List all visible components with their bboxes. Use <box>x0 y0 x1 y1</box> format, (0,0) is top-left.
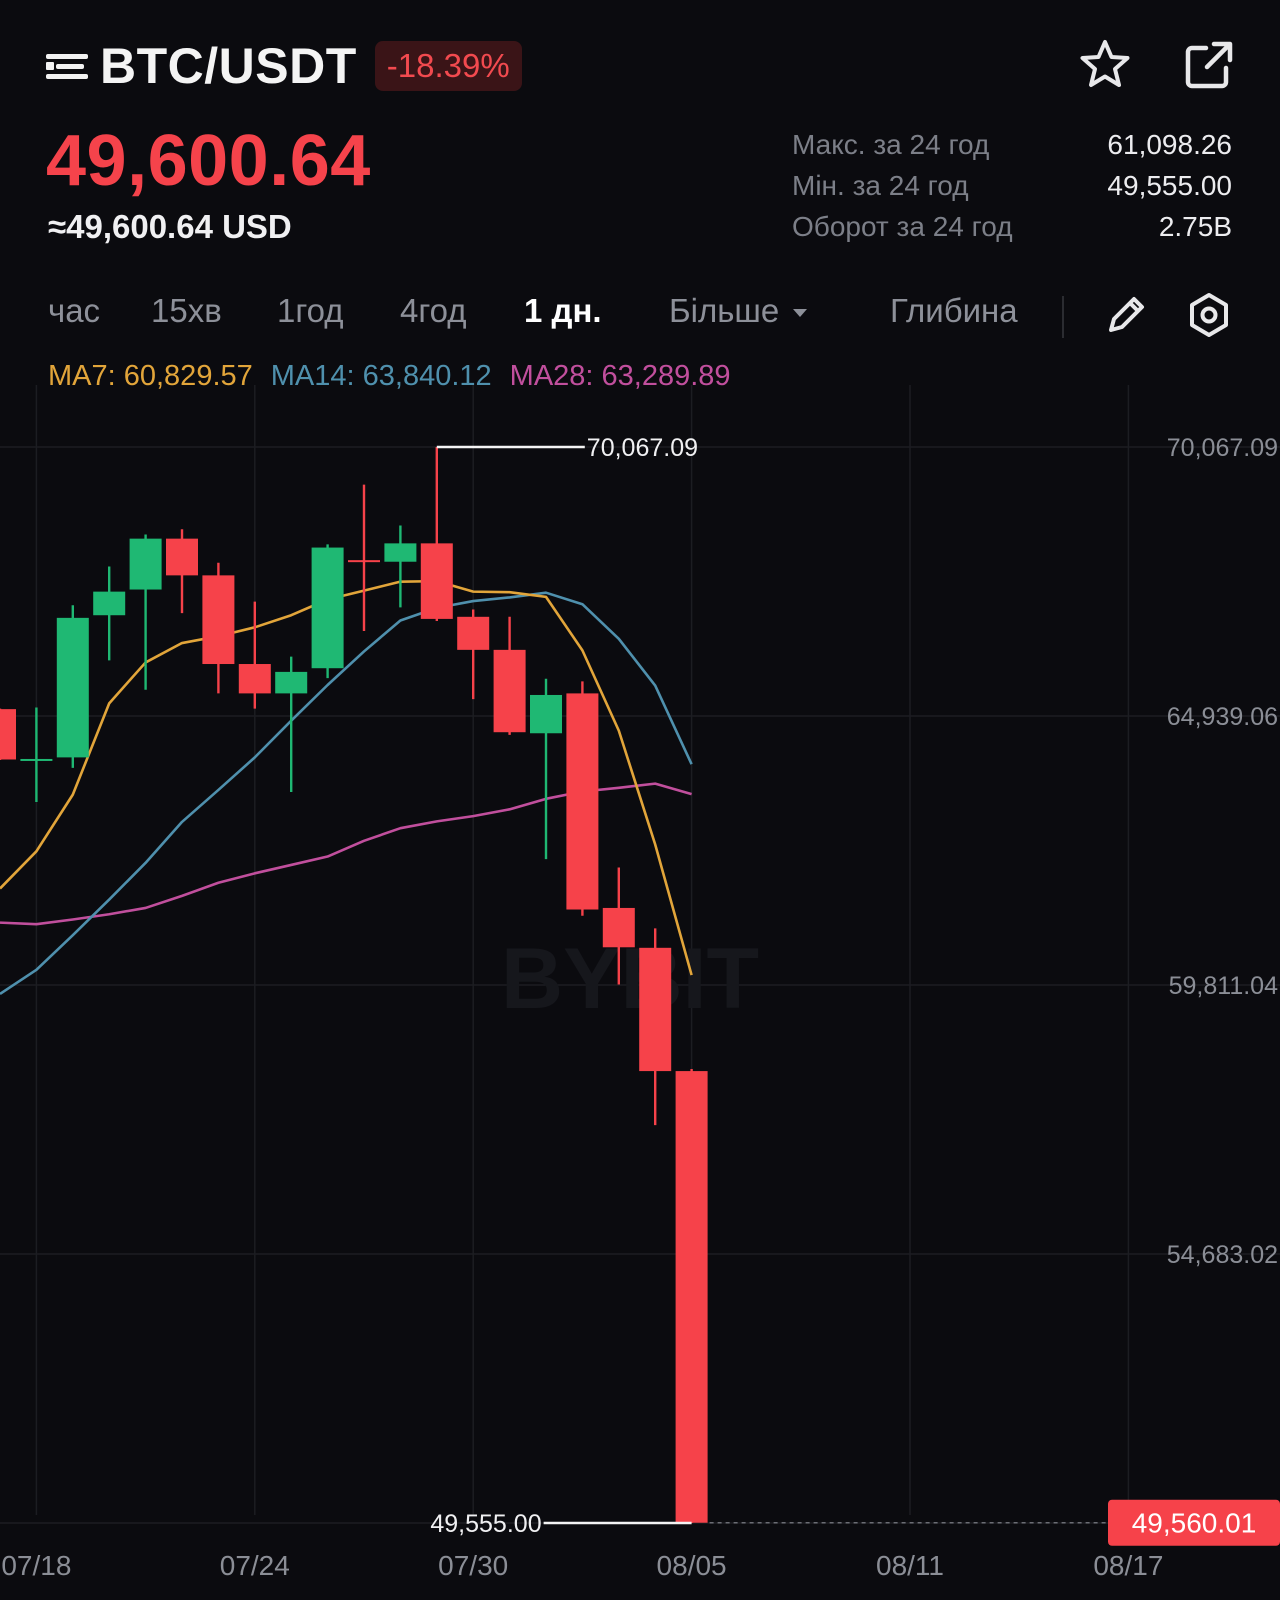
tab-more-label: Більше <box>669 292 780 329</box>
candle <box>275 656 308 793</box>
tab-divider <box>1062 296 1064 338</box>
tab-more[interactable]: Більше <box>669 292 808 330</box>
candle-body <box>457 616 490 650</box>
pencil-icon[interactable] <box>1103 292 1149 338</box>
candle-body <box>202 575 235 665</box>
y-tick-label: 59,811.04 <box>1169 972 1278 1000</box>
last-price-tag <box>1108 1499 1280 1546</box>
candle <box>566 681 599 916</box>
price-usd: ≈49,600.64 USD <box>48 208 292 245</box>
ma14-line <box>0 591 693 996</box>
stat-label: Макс. за 24 год <box>792 128 990 160</box>
x-tick-label: 07/30 <box>438 1550 508 1581</box>
candle-body <box>0 709 16 760</box>
change-badge: -18.39% <box>374 41 522 91</box>
stat-label: Оборот за 24 год <box>792 210 1013 242</box>
last-price: 49,600.64 <box>46 121 371 201</box>
candle <box>0 708 16 761</box>
ma7-value: MA7: 60,829.57 <box>48 360 253 392</box>
candle-body <box>384 543 417 562</box>
x-tick-label: 08/05 <box>657 1550 727 1581</box>
tab-1h[interactable]: 1год <box>277 292 344 329</box>
top-icons <box>1076 36 1238 94</box>
candle <box>493 616 526 735</box>
high-marker-label: 70,067.09 <box>587 434 698 462</box>
x-tick-label: 07/18 <box>1 1550 71 1581</box>
tab-4h[interactable]: 4год <box>400 292 467 329</box>
stat-value: 49,555.00 <box>1107 169 1232 201</box>
stat-value: 61,098.26 <box>1107 128 1232 160</box>
y-tick-label: 64,939.06 <box>1167 703 1278 731</box>
stat-label: Мін. за 24 год <box>792 169 969 201</box>
candle <box>311 544 344 679</box>
candle-body <box>166 538 198 576</box>
ma-indicators: MA7: 60,829.57 MA14: 63,840.12 MA28: 63,… <box>48 360 731 393</box>
x-tick-label: 08/17 <box>1093 1550 1163 1581</box>
stats-block: Макс. за 24 год 61,098.26 Мін. за 24 год… <box>792 124 1232 247</box>
chevron-down-icon <box>793 309 808 318</box>
ma7-line <box>0 579 693 976</box>
candle <box>348 484 380 631</box>
candle <box>20 707 53 802</box>
candle <box>238 601 271 709</box>
candle-body <box>129 538 162 590</box>
candle-body <box>566 693 599 910</box>
tab-time[interactable]: час <box>48 292 101 329</box>
candle-body <box>56 617 89 758</box>
menu-icon[interactable] <box>46 48 88 84</box>
x-tick-label: 08/11 <box>876 1550 944 1581</box>
candle-body <box>420 543 453 619</box>
tab-15m[interactable]: 15хв <box>151 292 222 329</box>
y-tick-label: 70,067.09 <box>1167 434 1278 462</box>
stat-high: Макс. за 24 год 61,098.26 <box>792 124 1232 165</box>
share-icon[interactable] <box>1180 36 1238 94</box>
pair-symbol[interactable]: BTC/USDT <box>100 38 357 94</box>
candle <box>457 609 490 700</box>
candle-body <box>238 664 271 694</box>
candle-body <box>311 547 344 669</box>
stat-turnover: Оборот за 24 год 2.75B <box>792 206 1232 247</box>
candle <box>129 534 162 690</box>
candle-body <box>675 1071 708 1523</box>
candle-body <box>93 591 126 616</box>
stat-low: Мін. за 24 год 49,555.00 <box>792 165 1232 206</box>
candle-body <box>639 947 672 1072</box>
ma14-value: MA14: 63,840.12 <box>270 360 492 392</box>
candle <box>384 525 417 608</box>
candle <box>639 928 672 1126</box>
stat-value: 2.75B <box>1158 210 1232 242</box>
x-tick-label: 07/24 <box>220 1550 290 1581</box>
low-marker-label: 49,555.00 <box>430 1510 541 1538</box>
interval-tabs: час 15хв 1год 4год 1 дн. Більше Глибина <box>48 292 1238 342</box>
tab-depth[interactable]: Глибина <box>890 292 1018 329</box>
candle-body <box>530 694 562 734</box>
ticker-header: BTC/USDT -18.39% 49,600.64 ≈49,600.64 US… <box>0 0 1280 392</box>
settings-icon[interactable] <box>1186 292 1232 338</box>
candle <box>675 1068 708 1523</box>
last-price-tag-label: 49,560.01 <box>1132 1508 1257 1539</box>
candle <box>602 867 635 985</box>
candle-body <box>348 560 380 563</box>
candle <box>93 566 126 661</box>
star-icon[interactable] <box>1076 36 1134 94</box>
candle <box>530 678 562 860</box>
pair-row: BTC/USDT -18.39% <box>46 36 522 96</box>
candle-body <box>275 671 308 694</box>
candle <box>420 447 453 622</box>
y-tick-label: 54,683.02 <box>1167 1241 1278 1269</box>
candle <box>166 529 198 614</box>
ma28-value: MA28: 63,289.89 <box>509 360 731 392</box>
candle-body <box>20 758 53 761</box>
tab-1d[interactable]: 1 дн. <box>524 292 602 329</box>
candle <box>56 605 89 768</box>
candle-body <box>602 907 635 948</box>
candle <box>202 562 235 694</box>
candle-body <box>493 649 526 733</box>
